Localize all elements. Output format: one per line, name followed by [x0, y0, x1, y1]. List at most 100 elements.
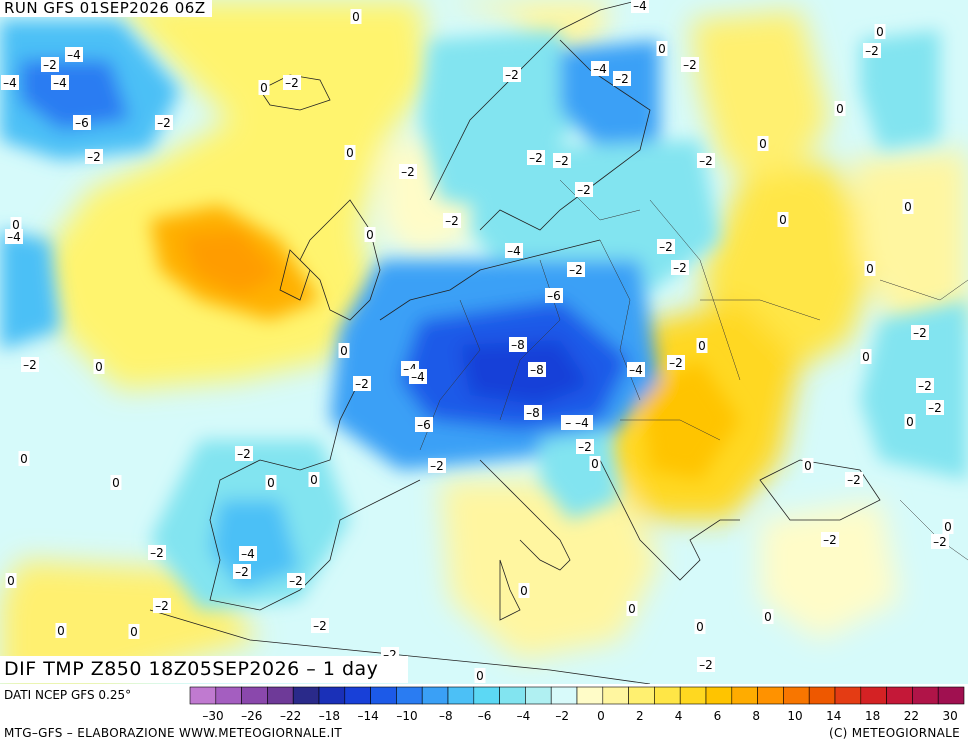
- isoline-label-bg: [18, 451, 30, 466]
- legend-color-box: [731, 686, 758, 705]
- isoline-label-text: 0: [352, 10, 360, 24]
- warm-zone-mediterranean: [440, 480, 660, 660]
- legend-tick-label: 18: [865, 709, 880, 723]
- isoline-label-text: 0: [804, 459, 812, 473]
- isoline-label-bg: [916, 378, 934, 393]
- isoline-label-text: 0: [759, 137, 767, 151]
- isoline-label-text: –2: [155, 599, 169, 613]
- isoline-label-text: 0: [7, 574, 15, 588]
- isoline-label-text: –6: [75, 116, 89, 130]
- legend-color-box: [886, 686, 913, 705]
- isoline-label-text: –4: [241, 547, 255, 561]
- isoline-label-text: –2: [569, 263, 583, 277]
- isoline-label-bg: [399, 164, 417, 179]
- isoline-label-bg: [353, 376, 371, 391]
- legend-color-box: [447, 686, 475, 705]
- isoline-label-text: –4: [3, 76, 17, 90]
- isoline-label-text: 0: [112, 476, 120, 490]
- legend-color-box: [860, 686, 887, 705]
- isoline-label-bg: [860, 349, 872, 364]
- isoline-label: –8: [509, 337, 527, 352]
- isoline-label-text: 0: [658, 42, 666, 56]
- color-legend: –30 –26 –22 –18 –14 –10 –8 –6 –4 –2 0 2 4 6 8 10 14 18 22 3…: [189, 686, 965, 723]
- isoline-label-text: –2: [673, 261, 687, 275]
- isoline-label-text: 0: [57, 624, 65, 638]
- warm-zone-atlantic: [40, 0, 430, 390]
- isoline-label-text: –2: [699, 658, 713, 672]
- isoline-label-bg: [235, 446, 253, 461]
- isoline-label: –2: [657, 239, 675, 254]
- isoline-label-bg: [21, 357, 39, 372]
- isoline-label: –4: [239, 546, 257, 561]
- isoline-label-bg: [153, 598, 171, 613]
- isoline-label-bg: [311, 618, 329, 633]
- isoline-label: –2: [613, 71, 631, 86]
- coast-western-europe: [209, 239, 601, 611]
- isoline-label: –2: [443, 213, 461, 228]
- isoline-label-bg: [864, 261, 876, 276]
- isoline-label: –2: [553, 153, 571, 168]
- cold-zone-italy: [540, 430, 620, 520]
- isoline-label: 0: [626, 601, 638, 616]
- isoline-label: 0: [656, 41, 668, 56]
- isoline-label: –6: [545, 288, 563, 303]
- isoline-label-bg: [613, 71, 631, 86]
- isoline-label-text: 0: [836, 102, 844, 116]
- isoline-label: 0: [904, 414, 916, 429]
- isoline-label-text: 0: [476, 669, 484, 683]
- isoline-label: 0: [350, 9, 362, 24]
- isoline-label-text: –2: [555, 154, 569, 168]
- isoline-label-text: –4: [633, 0, 647, 13]
- isoline-label-text: –2: [669, 356, 683, 370]
- isoline-label: –8: [524, 405, 542, 420]
- legend-tick-label: –2: [555, 709, 569, 723]
- isoline-label-text: –2: [529, 151, 543, 165]
- isoline-label: 0: [364, 227, 376, 242]
- isoline-label: –2: [576, 439, 594, 454]
- isoline-label: 0: [344, 145, 356, 160]
- legend-color-box: [834, 686, 862, 705]
- isoline-label-bg: [509, 337, 527, 352]
- color-legend-boxes: [189, 686, 965, 705]
- isoline-label-bg: [762, 609, 774, 624]
- isoline-label-text: 0: [20, 452, 28, 466]
- isoline-label-text: –2: [87, 150, 101, 164]
- isoline-label: –2: [697, 657, 715, 672]
- isoline-label-bg: [233, 564, 251, 579]
- isoline-label-bg: [631, 0, 649, 13]
- footer: –30 –26 –22 –18 –14 –10 –8 –6 –4 –2 0 2 4 6 8 10 14 18 22 3…: [0, 684, 968, 745]
- legend-tick-label: 6: [714, 709, 722, 723]
- isoline-label-bg: [239, 546, 257, 561]
- coast-british-isles: [279, 199, 381, 321]
- isoline-label-text: –2: [355, 377, 369, 391]
- isoline-label-text: –2: [313, 619, 327, 633]
- isoline-label-text: –2: [699, 154, 713, 168]
- isoline-label-text: 0: [591, 457, 599, 471]
- isoline-label: –8: [528, 362, 546, 377]
- legend-color-box: [318, 686, 346, 705]
- isoline-label: 0: [860, 349, 872, 364]
- isoline-label: 0: [777, 212, 789, 227]
- isoline-label-bg: [902, 199, 914, 214]
- isoline-label-text: –2: [285, 76, 299, 90]
- legend-color-box: [370, 686, 397, 705]
- isoline-label: –2: [41, 57, 59, 72]
- isoline-label-text: –2: [928, 401, 942, 415]
- legend-tick-label: –14: [358, 709, 379, 723]
- isoline-label: –2: [428, 458, 446, 473]
- isoline-label-text: 0: [366, 228, 374, 242]
- coast-italy: [479, 459, 571, 621]
- isoline-label-bg: [697, 657, 715, 672]
- coast-black-sea: [759, 459, 881, 521]
- isoline-label-bg: [364, 227, 376, 242]
- legend-tick-label: –18: [319, 709, 340, 723]
- isoline-label-bg: [553, 153, 571, 168]
- isoline-label-text: –2: [43, 58, 57, 72]
- legend-color-box: [421, 686, 449, 705]
- isoline-label-text: 0: [764, 610, 772, 624]
- legend-tick-label: –30: [202, 709, 223, 723]
- isoline-label: –2: [287, 573, 305, 588]
- legend-tick-label: 2: [636, 709, 644, 723]
- legend-tick-label: 22: [904, 709, 919, 723]
- isoline-label-text: –2: [577, 183, 591, 197]
